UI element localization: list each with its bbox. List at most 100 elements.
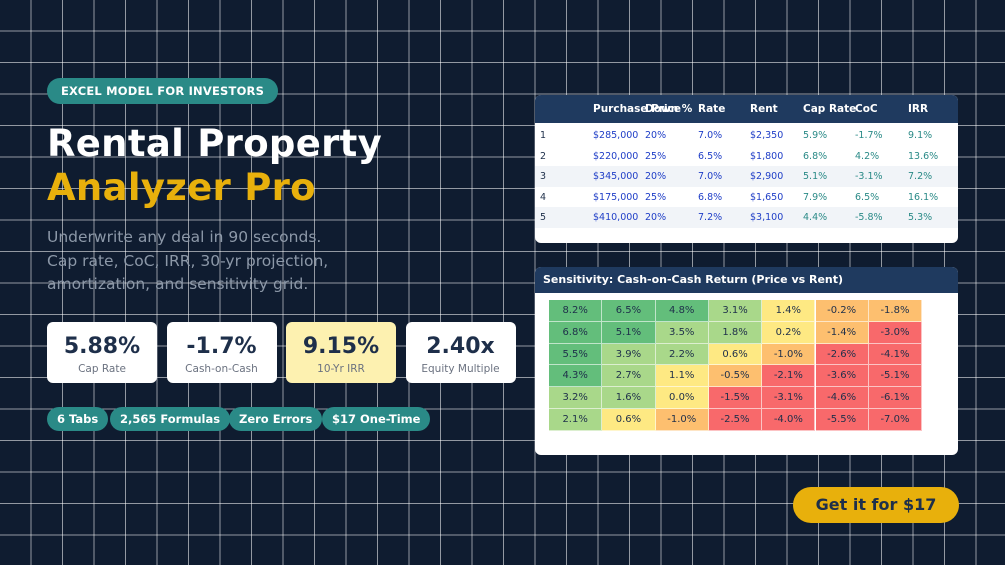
sensitivity-cell: 0.2% [762,321,816,344]
sensitivity-cell: -0.5% [708,365,763,388]
product-subtitle: Underwrite any deal in 90 seconds. Cap r… [47,226,377,297]
sensitivity-cell: -1.0% [762,343,816,366]
sensitivity-cell: -2.5% [708,409,763,431]
subtitle-line: Cap rate, CoC, IRR, 30-yr projection, [47,251,329,270]
table-row: 3 $345,000 20% 7.0% $2,900 5.1% -3.1% 7.… [535,166,958,187]
stat-label: Equity Multiple [421,363,500,375]
sensitivity-cell: -2.1% [762,365,816,388]
sensitivity-cell: 3.5% [655,321,709,344]
sensitivity-cell: 5.1% [602,321,656,344]
cell-rate: 6.5% [698,150,723,162]
stat-card-equity-multiple: 2.40x Equity Multiple [405,322,516,383]
stat-value: 9.15% [302,334,380,359]
sensitivity-cell: 1.8% [708,321,763,344]
cell-coc: -1.7% [855,130,883,141]
stat-card-cap-rate: 5.88% Cap Rate [47,322,157,383]
cell-cap-rate: 6.8% [803,150,828,162]
cell-cap-rate: 4.4% [803,212,828,223]
cell-price: $220,000 [593,150,639,162]
row-index: 1 [540,130,547,141]
row-index: 3 [540,171,547,182]
stat-card-cash-on-cash: -1.7% Cash-on-Cash [166,322,277,383]
cell-irr: 16.1% [908,191,939,203]
cell-down: 25% [645,191,667,203]
cell-down: 25% [645,150,667,162]
sensitivity-cell: 5.5% [549,343,603,366]
buy-button[interactable]: Get it for $17 [793,487,959,523]
sensitivity-cell: 2.2% [655,343,709,366]
sensitivity-cell: 1.1% [655,365,709,388]
sensitivity-title: Sensitivity: Cash-on-Cash Return (Price … [535,267,958,293]
sensitivity-cell: -1.0% [655,409,709,431]
cell-down: 20% [645,130,667,141]
table-header: Purchase Price Down % Rate Rent Cap Rate… [535,95,958,123]
sensitivity-cell: -1.4% [815,321,869,344]
sensitivity-cell: -5.1% [868,365,923,388]
sensitivity-cell: 3.9% [602,343,656,366]
cell-rate: 7.0% [698,171,723,182]
sensitivity-cell: 3.2% [549,387,603,409]
sensitivity-cell: -1.5% [708,387,763,409]
cell-down: 20% [645,171,667,182]
sensitivity-cell: -3.0% [868,321,923,344]
sensitivity-cell: -2.6% [815,343,869,366]
column-header: Rate [698,103,726,115]
product-title-line2: Analyzer Pro [47,166,316,209]
cell-irr: 7.2% [908,171,933,182]
table-row: 2 $220,000 25% 6.5% $1,800 6.8% 4.2% 13.… [535,146,958,167]
sensitivity-panel: Sensitivity: Cash-on-Cash Return (Price … [535,267,958,455]
deals-table: Purchase Price Down % Rate Rent Cap Rate… [535,95,958,243]
stat-card-irr: 9.15% 10-Yr IRR [286,322,396,383]
cell-cap-rate: 5.9% [803,130,828,141]
cell-price: $345,000 [593,171,639,182]
cell-rent: $2,900 [750,171,784,182]
sensitivity-cell: -4.6% [815,387,869,409]
cell-price: $285,000 [593,130,639,141]
sensitivity-cell: 3.1% [708,300,763,322]
cell-price: $175,000 [593,191,639,203]
sensitivity-cell: 8.2% [549,300,603,322]
stat-value: 5.88% [63,334,141,359]
stat-value: 2.40x [426,334,495,359]
column-header: Cap Rate [803,103,857,115]
category-badge: EXCEL MODEL FOR INVESTORS [47,78,279,104]
cell-irr: 13.6% [908,150,939,162]
sensitivity-cell: -4.0% [762,409,816,431]
stat-label: 10-Yr IRR [317,363,365,375]
row-index: 4 [540,191,547,203]
sensitivity-cell: 0.6% [708,343,763,366]
sensitivity-cell: 2.1% [549,409,603,431]
feature-pill-tabs: 6 Tabs [47,407,109,431]
cell-coc: -3.1% [855,171,883,182]
cell-rate: 7.0% [698,130,723,141]
sensitivity-cell: -4.1% [868,343,923,366]
table-row: 4 $175,000 25% 6.8% $1,650 7.9% 6.5% 16.… [535,187,958,208]
sensitivity-cell: 0.6% [602,409,656,431]
cell-rent: $2,350 [750,130,784,141]
table-row: 1 $285,000 20% 7.0% $2,350 5.9% -1.7% 9.… [535,125,958,146]
subtitle-line: Underwrite any deal in 90 seconds. [47,228,322,246]
feature-pill-price: $17 One-Time [322,407,431,431]
cell-price: $410,000 [593,212,639,223]
cell-rate: 6.8% [698,191,723,203]
table-row: 5 $410,000 20% 7.2% $3,100 4.4% -5.8% 5.… [535,207,958,228]
sensitivity-cell: -7.0% [868,409,923,431]
cell-rate: 7.2% [698,212,723,223]
cell-rent: $1,650 [750,191,784,203]
sensitivity-cell: 0.0% [655,387,709,409]
sensitivity-cell: 6.5% [602,300,656,322]
feature-pill-formulas: 2,565 Formulas [110,407,231,431]
stat-label: Cap Rate [78,363,126,375]
cell-down: 20% [645,212,667,223]
cell-coc: 4.2% [855,150,880,162]
sensitivity-cell: -5.5% [815,409,869,431]
sensitivity-cell: 2.7% [602,365,656,388]
cell-irr: 9.1% [908,130,933,141]
column-header: IRR [908,103,929,115]
stat-label: Cash-on-Cash [185,363,258,375]
column-header: Down % [645,103,693,115]
sensitivity-cell: 4.3% [549,365,603,388]
cell-coc: 6.5% [855,191,880,203]
stat-value: -1.7% [186,334,257,359]
row-index: 5 [540,212,547,223]
